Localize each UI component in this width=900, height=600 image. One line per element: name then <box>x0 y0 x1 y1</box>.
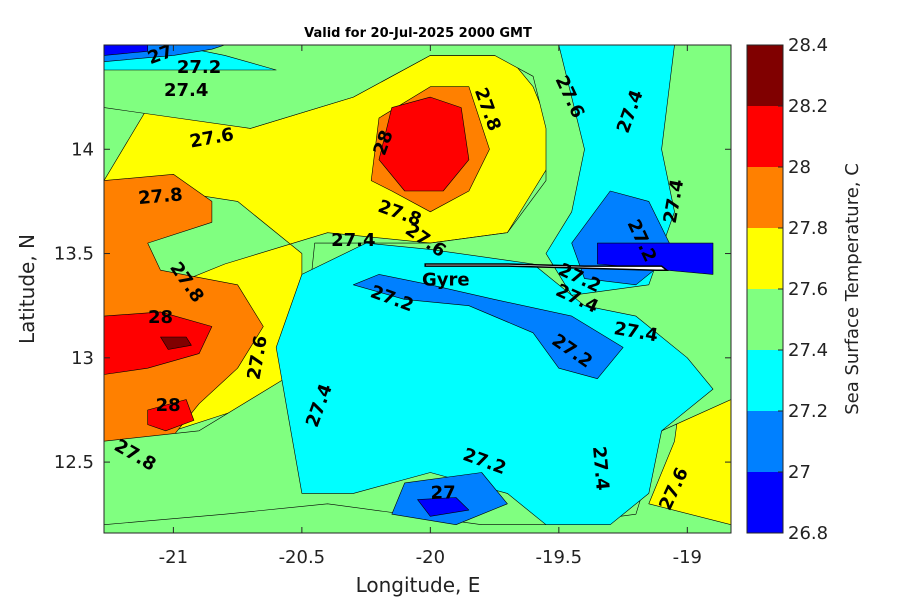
x-tick-label-3: -19.5 <box>536 547 583 568</box>
y-tick-label-3: 14 <box>71 139 94 160</box>
colorbar-tick-label-7: 28.2 <box>788 96 828 117</box>
colorbar-tick-label-2: 27.2 <box>788 401 828 422</box>
chart-title: Valid for 20-Jul-2025 2000 GMT <box>304 26 532 41</box>
gyre-track <box>424 263 669 271</box>
y-tick-label-0: 12.5 <box>54 452 94 473</box>
colorbar-tick-label-8: 28.4 <box>788 35 828 56</box>
contour-region-6 <box>147 399 195 432</box>
colorbar-tick-label-5: 27.8 <box>788 218 828 239</box>
contour-region-17 <box>417 497 470 517</box>
colorbar-swatch-7 <box>747 45 783 106</box>
colorbar-swatch-3 <box>747 289 783 350</box>
contour-region-5 <box>104 311 213 375</box>
contour-region-12 <box>352 274 624 380</box>
x-tick-label-2: -20 <box>416 547 445 568</box>
colorbar-swatch-1 <box>747 411 783 472</box>
contour-label-22: 28 <box>156 395 181 416</box>
colorbar-swatch-0 <box>747 472 783 533</box>
x-tick-label-0: -21 <box>159 547 188 568</box>
colorbar-tick-label-0: 26.8 <box>788 523 828 544</box>
contour-label-12: 27.4 <box>331 230 375 251</box>
track-layer <box>424 263 669 271</box>
contour-region-9 <box>275 242 714 526</box>
contour-fill-layer <box>104 45 731 526</box>
y-axis: 12.5 13 13.5 14 <box>54 139 731 473</box>
x-tick-label-1: -20.5 <box>279 547 326 568</box>
y-axis-label: Latitude, N <box>15 234 39 344</box>
y-tick-label-2: 13.5 <box>54 244 94 265</box>
x-axis: -21 -20.5 -20 -19.5 -19 <box>159 45 702 568</box>
colorbar-label: Sea Surface Temperature, C <box>842 163 863 415</box>
colorbar-tick-label-6: 28 <box>788 157 811 178</box>
colorbar-swatch-4 <box>747 228 783 289</box>
x-tick-label-4: -19 <box>673 547 702 568</box>
colorbar-swatch-2 <box>747 350 783 411</box>
colorbar-swatch-5 <box>747 167 783 228</box>
annotation-gyre: Gyre <box>422 270 470 291</box>
contour-label-27: 27 <box>431 482 456 503</box>
contour-label-2: 27.4 <box>164 80 208 101</box>
contour-region-4 <box>378 96 470 192</box>
contour-label-1: 27.2 <box>177 57 221 78</box>
colorbar: 26.8 27 27.2 27.4 27.6 27.8 28 28.2 28.4 <box>746 35 828 544</box>
x-axis-label: Longitude, E <box>356 573 481 597</box>
plot-frame <box>103 44 732 534</box>
colorbar-tick-label-1: 27 <box>788 462 811 483</box>
contour-region-18 <box>104 45 148 56</box>
colorbar-swatch-6 <box>747 106 783 167</box>
contour-region-7 <box>160 336 192 350</box>
contour-label-26: 27.4 <box>588 445 613 491</box>
y-tick-label-1: 13 <box>71 348 94 369</box>
contour-label-4: 27.8 <box>137 184 183 209</box>
colorbar-tick-label-3: 27.4 <box>788 340 828 361</box>
colorbar-tick-label-4: 27.6 <box>788 279 828 300</box>
contour-label-20: 28 <box>148 307 173 328</box>
